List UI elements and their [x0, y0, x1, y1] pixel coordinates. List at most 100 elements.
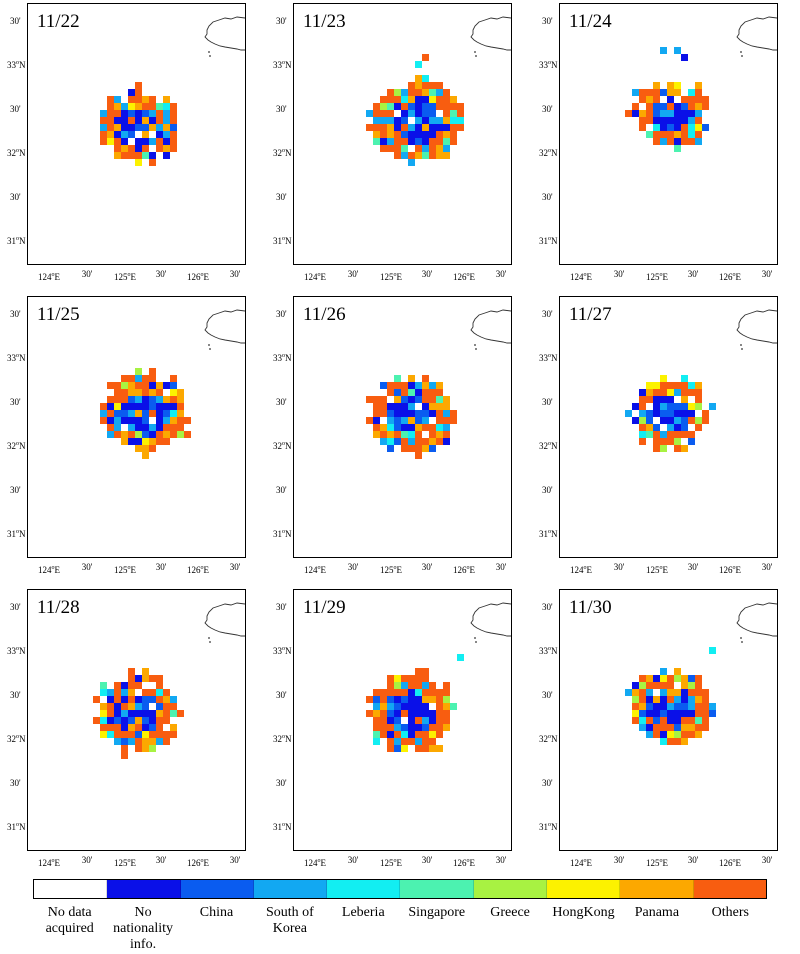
data-cell: [135, 89, 142, 96]
data-cell: [646, 110, 653, 117]
map-panel: 30' 33oN 30' 32oN 30' 31oN 11/23 124oE 30' 125oE 3…: [266, 0, 532, 290]
ship-density-cells: [366, 654, 464, 752]
legend-label: HongKong: [552, 905, 615, 920]
data-cell: [457, 103, 464, 110]
ship-density-cells: [366, 54, 464, 166]
data-cell: [128, 389, 135, 396]
data-cell: [709, 647, 716, 654]
latitude-label: 31oN: [7, 236, 26, 246]
data-cell: [366, 417, 373, 424]
data-cell: [436, 703, 443, 710]
data-cell: [436, 710, 443, 717]
data-cell: [688, 696, 695, 703]
data-cell: [702, 689, 709, 696]
data-cell: [436, 431, 443, 438]
data-cell: [387, 131, 394, 138]
data-cell: [457, 124, 464, 131]
data-cell: [667, 738, 674, 745]
data-cell: [135, 389, 142, 396]
data-cell: [380, 424, 387, 431]
data-cell: [667, 431, 674, 438]
latitude-label: 31oN: [7, 529, 26, 539]
longitude-label: 126oE: [187, 858, 209, 868]
latitude-label: 33oN: [539, 353, 558, 363]
data-cell: [681, 696, 688, 703]
data-cell: [387, 417, 394, 424]
data-cell: [121, 396, 128, 403]
data-cell: [681, 403, 688, 410]
data-cell: [429, 438, 436, 445]
data-cell: [422, 124, 429, 131]
coastline-icon: [204, 16, 245, 57]
latitude-label: 30': [542, 778, 553, 788]
data-cell: [436, 124, 443, 131]
data-cell: [373, 738, 380, 745]
data-cell: [429, 403, 436, 410]
data-cell: [660, 382, 667, 389]
data-cell: [121, 745, 128, 752]
data-cell: [401, 710, 408, 717]
data-cell: [135, 675, 142, 682]
data-cell: [401, 410, 408, 417]
data-cell: [436, 396, 443, 403]
data-cell: [695, 731, 702, 738]
data-cell: [121, 138, 128, 145]
data-cell: [128, 403, 135, 410]
data-cell: [387, 675, 394, 682]
data-cell: [653, 410, 660, 417]
data-cell: [667, 389, 674, 396]
latitude-label: 31oN: [539, 236, 558, 246]
data-cell: [688, 117, 695, 124]
latitude-label: 31oN: [273, 236, 292, 246]
data-cell: [681, 410, 688, 417]
data-cell: [170, 375, 177, 382]
data-cell: [702, 103, 709, 110]
data-cell: [373, 124, 380, 131]
data-cell: [121, 689, 128, 696]
data-cell: [107, 396, 114, 403]
data-cell: [667, 138, 674, 145]
data-cell: [429, 117, 436, 124]
data-cell: [436, 424, 443, 431]
data-cell: [380, 124, 387, 131]
data-cell: [394, 389, 401, 396]
data-cell: [639, 431, 646, 438]
data-cell: [380, 410, 387, 417]
longitude-label: 30': [613, 855, 625, 865]
data-cell: [114, 96, 121, 103]
latitude-label: 32oN: [273, 734, 292, 744]
longitude-label: 30': [421, 269, 433, 279]
data-cell: [170, 410, 177, 417]
data-cell: [387, 424, 394, 431]
data-cell: [156, 131, 163, 138]
data-cell: [443, 438, 450, 445]
data-cell: [408, 96, 415, 103]
data-cell: [653, 117, 660, 124]
data-cell: [681, 424, 688, 431]
data-cell: [366, 396, 373, 403]
data-cell: [114, 152, 121, 159]
data-cell: [688, 682, 695, 689]
data-cell: [660, 47, 667, 54]
data-cell: [387, 89, 394, 96]
data-cell: [100, 731, 107, 738]
data-cell: [646, 682, 653, 689]
data-cell: [156, 696, 163, 703]
longitude-label: 126oE: [719, 858, 741, 868]
data-cell: [149, 117, 156, 124]
data-cell: [660, 731, 667, 738]
data-cell: [415, 424, 422, 431]
legend-label: Panama: [634, 905, 680, 920]
data-cell: [163, 152, 170, 159]
data-cell: [380, 110, 387, 117]
data-cell: [163, 431, 170, 438]
longitude-label: 125oE: [646, 565, 668, 575]
data-cell: [170, 696, 177, 703]
ship-density-cells: [93, 668, 184, 759]
data-cell: [660, 689, 667, 696]
data-cell: [394, 717, 401, 724]
data-cell: [142, 445, 149, 452]
data-cell: [415, 417, 422, 424]
data-cell: [149, 445, 156, 452]
data-cell: [674, 431, 681, 438]
